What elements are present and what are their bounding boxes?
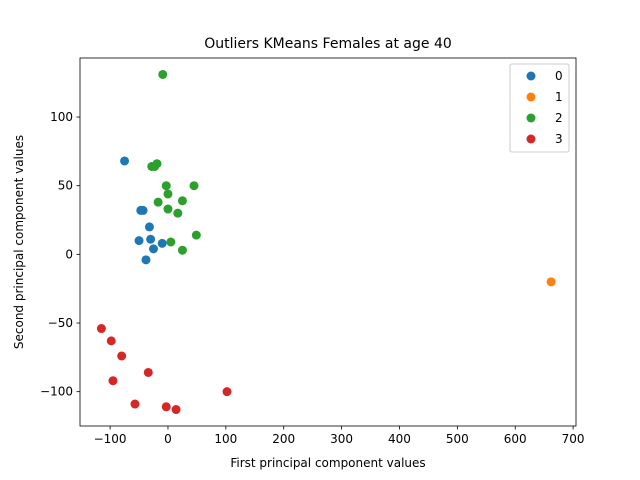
series-2-point-4: [161, 181, 171, 191]
x-axis: −100 0 100 200 300 400 500 600 700: [94, 426, 585, 446]
x-tick-label: −100: [94, 432, 127, 446]
series-2-point-6: [189, 181, 199, 191]
x-tick-label: 500: [446, 432, 469, 446]
series-2-point-10: [173, 208, 183, 218]
plot-frame: [79, 57, 577, 427]
series-0-point-2: [138, 205, 148, 215]
series-3-point-7: [171, 405, 181, 415]
x-tick-label: 300: [330, 432, 353, 446]
series-0-point-7: [149, 244, 158, 254]
series-3-point-5: [130, 399, 140, 409]
legend-label-3: 3: [555, 132, 563, 146]
series-3-point-0: [96, 324, 106, 334]
legend-marker-0: [526, 71, 536, 81]
y-axis-label: Second principal component values: [12, 135, 26, 349]
series-3-point-1: [106, 336, 116, 346]
x-tick-label: 600: [504, 432, 527, 446]
series-3-point-4: [108, 376, 118, 386]
y-axis: −100 −50 0 50 100: [40, 110, 80, 399]
series-2-point-11: [191, 230, 201, 240]
legend-box: [509, 63, 570, 153]
series-2-point-8: [163, 204, 173, 214]
x-tick-label: 100: [214, 432, 237, 446]
x-axis-label: First principal component values: [230, 456, 425, 470]
series-1-point-0: [546, 277, 556, 287]
y-tick-label: 0: [65, 247, 73, 261]
y-tick-label: 50: [58, 179, 73, 193]
series-0-point-3: [144, 222, 154, 232]
series-2-point-0: [158, 69, 168, 79]
legend-marker-2: [526, 113, 536, 123]
legend-label-2: 2: [555, 111, 563, 125]
legend-marker-1: [526, 92, 536, 102]
y-tick-label: −50: [48, 316, 73, 330]
series-2-point-12: [166, 237, 176, 247]
legend: 0 1 2 3: [509, 63, 570, 153]
series-3-point-6: [161, 402, 171, 412]
x-tick-label: 700: [562, 432, 585, 446]
x-tick-label: 0: [164, 432, 172, 446]
series-3-point-2: [117, 351, 127, 361]
series-3-point-8: [222, 387, 232, 397]
legend-label-0: 0: [555, 69, 563, 83]
series-2-point-13: [177, 245, 187, 255]
legend-label-1: 1: [555, 90, 563, 104]
x-tick-label: 200: [272, 432, 295, 446]
series-0-point-4: [146, 234, 156, 244]
series-0-point-0: [120, 156, 130, 166]
series-2-point-7: [153, 197, 163, 207]
series-2-point-5: [163, 189, 173, 199]
series-3-point-3: [143, 367, 153, 377]
series-0-point-6: [157, 238, 167, 248]
y-tick-label: 100: [50, 110, 73, 124]
series-0-point-5: [134, 236, 144, 246]
plot-area: [79, 57, 577, 427]
series-2-point-9: [177, 196, 187, 206]
series-2-point-3: [152, 159, 162, 169]
legend-marker-3: [526, 134, 536, 144]
x-tick-label: 400: [388, 432, 411, 446]
chart-title: Outliers KMeans Females at age 40: [204, 36, 452, 52]
y-tick-label: −100: [40, 385, 73, 399]
series-0-point-8: [141, 255, 151, 265]
